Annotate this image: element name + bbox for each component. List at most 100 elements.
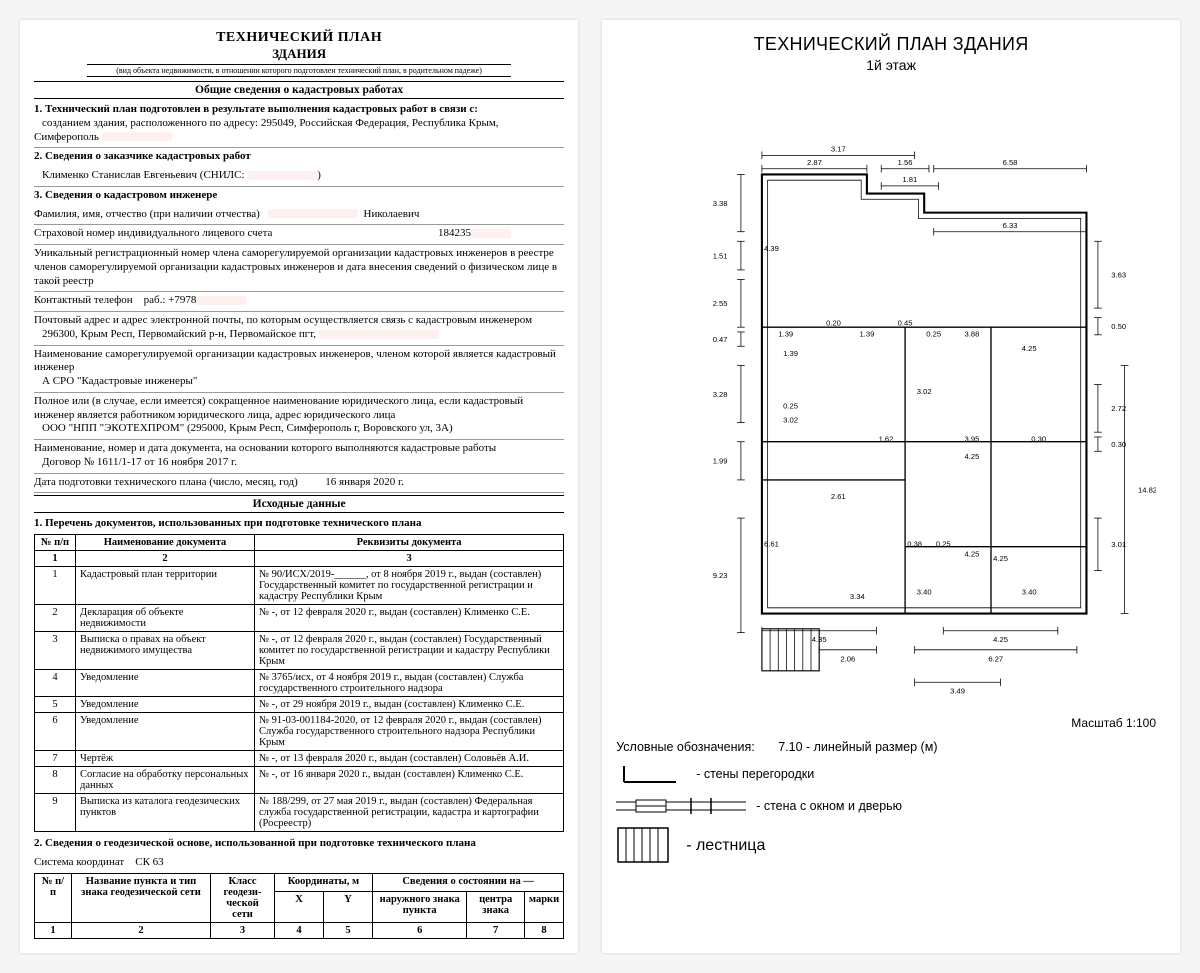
svg-text:3.38: 3.38: [713, 199, 728, 208]
col-num: № п/п: [35, 535, 76, 551]
svg-text:0.45: 0.45: [898, 318, 913, 327]
table-row: 4Уведомление№ 3765/исх, от 4 ноября 2019…: [35, 670, 564, 697]
table-row: 8Согласие на обработку персональных данн…: [35, 767, 564, 794]
phone-label: Контактный телефон: [34, 294, 133, 306]
row-purpose: 1. Технический план подготовлен в резуль…: [34, 101, 564, 148]
svg-text:4.25: 4.25: [993, 635, 1008, 644]
svg-text:6.27: 6.27: [989, 654, 1004, 663]
sro-name-value: А СРО "Кадастровые инженеры": [34, 375, 197, 387]
cell-doc-name: Кадастровый план территории: [76, 567, 255, 605]
engineer-name-value: Николаевич: [364, 208, 420, 220]
svg-text:3.02: 3.02: [783, 416, 798, 425]
svg-text:3.49: 3.49: [950, 687, 965, 696]
svg-text:6.61: 6.61: [764, 540, 779, 549]
row-sro-reg: Уникальный регистрационный номер члена с…: [34, 245, 564, 292]
row-sro-name: Наименование саморегулируемой организаци…: [34, 346, 564, 393]
table-row: 2Декларация об объекте недвижимости№ -, …: [35, 605, 564, 632]
scale-label: Масштаб 1:100: [616, 716, 1156, 730]
redacted-icon: [319, 330, 439, 339]
cell-doc-req: № 91-03-001184-2020, от 12 февраля 2020 …: [255, 713, 564, 751]
cell-doc-req: № -, от 16 января 2020 г., выдан (состав…: [255, 767, 564, 794]
basis-doc-label: Наименование, номер и дата документа, на…: [34, 442, 496, 454]
row-customer-label: 2. Сведения о заказчике кадастровых рабо…: [34, 148, 564, 167]
svg-text:0.38: 0.38: [907, 540, 922, 549]
cell-doc-req: № -, от 13 февраля 2020 г., выдан (соста…: [255, 751, 564, 767]
gcol-center: центра знака: [467, 891, 525, 922]
legend-intro: Условные обозначения:: [616, 740, 755, 754]
svg-text:4.39: 4.39: [764, 244, 779, 253]
col-doc-req: Реквизиты документа: [255, 535, 564, 551]
sub-2: 2: [76, 551, 255, 567]
row-snils: Страховой номер индивидуального лицевого…: [34, 225, 564, 245]
doc-subtitle: ЗДАНИЯ: [34, 46, 564, 62]
redacted-icon: [196, 296, 246, 305]
customer-value-tail: ): [317, 169, 321, 181]
cell-num: 1: [35, 567, 76, 605]
cell-doc-name: Чертёж: [76, 751, 255, 767]
svg-text:0.30: 0.30: [1111, 440, 1126, 449]
legend-wall-text: - стены перегородки: [696, 767, 814, 781]
row-engineer-label: 3. Сведения о кадастровом инженере: [34, 187, 564, 206]
cell-doc-name: Выписка о правах на объект недвижимого и…: [76, 632, 255, 670]
object-type-note: (вид объекта недвижимости, в отношении к…: [87, 64, 511, 77]
section-source-data: Исходные данные: [34, 495, 564, 513]
svg-text:14.82: 14.82: [1138, 485, 1156, 494]
cell-doc-req: № 90/ИСХ/2019-______, от 8 ноября 2019 г…: [255, 567, 564, 605]
cell-doc-req: № -, от 12 февраля 2020 г., выдан (соста…: [255, 605, 564, 632]
svg-text:4.25: 4.25: [965, 452, 980, 461]
engineer-name-label: Фамилия, имя, отчество (при наличии отче…: [34, 208, 260, 220]
cell-doc-name: Уведомление: [76, 713, 255, 751]
address-value: 296300, Крым Респ, Первомайский р-н, Пер…: [34, 328, 319, 340]
cell-doc-req: № 188/299, от 27 мая 2019 г., выдан (сос…: [255, 794, 564, 832]
basis-doc-value: Договор № 1611/1-17 от 16 ноября 2017 г.: [34, 456, 237, 468]
cell-doc-name: Уведомление: [76, 670, 255, 697]
row-engineer-name: Фамилия, имя, отчество (при наличии отче…: [34, 206, 564, 226]
gcol-y: Y: [324, 891, 373, 922]
prep-date-value: 16 января 2020 г.: [325, 476, 404, 488]
gcol-outer: наружного знака пункта: [373, 891, 467, 922]
purpose-label: 1. Технический план подготовлен в резуль…: [34, 103, 478, 115]
gcol-x: X: [275, 891, 324, 922]
row-phone: Контактный телефон раб.: +7978: [34, 292, 564, 312]
cell-num: 2: [35, 605, 76, 632]
engineer-section-label: 3. Сведения о кадастровом инженере: [34, 189, 217, 201]
svg-text:0.25: 0.25: [926, 330, 941, 339]
svg-text:1.81: 1.81: [903, 175, 918, 184]
cell-num: 8: [35, 767, 76, 794]
svg-text:0.30: 0.30: [1031, 435, 1046, 444]
table-row: 7Чертёж№ -, от 13 февраля 2020 г., выдан…: [35, 751, 564, 767]
floor-plan-svg: 3.172.871.566.581.816.333.381.512.550.47…: [616, 79, 1156, 709]
cell-num: 4: [35, 670, 76, 697]
cell-doc-req: № -, от 12 февраля 2020 г., выдан (соста…: [255, 632, 564, 670]
svg-text:6.58: 6.58: [1003, 158, 1018, 167]
geod-sys-value: СК 63: [135, 856, 163, 868]
row-customer-value: Клименко Станислав Евгеньевич (СНИЛС: ): [34, 167, 564, 187]
svg-text:2.87: 2.87: [807, 158, 822, 167]
row-address: Почтовый адрес и адрес электронной почты…: [34, 312, 564, 346]
svg-text:4.25: 4.25: [993, 554, 1008, 563]
gcol-mark: марки: [524, 891, 563, 922]
snils-value: 184235: [438, 227, 471, 239]
cell-num: 6: [35, 713, 76, 751]
svg-text:9.23: 9.23: [713, 571, 728, 580]
documents-table: № п/п Наименование документа Реквизиты д…: [34, 534, 564, 832]
col-doc-name: Наименование документа: [76, 535, 255, 551]
gcol-num: № п/п: [35, 873, 72, 922]
svg-text:3.01: 3.01: [1111, 540, 1126, 549]
sro-name-label: Наименование саморегулируемой организаци…: [34, 348, 556, 374]
svg-text:0.25: 0.25: [936, 540, 951, 549]
svg-text:1.56: 1.56: [898, 158, 913, 167]
window-door-icon: [616, 794, 746, 818]
geod-sys-label: Система координат: [34, 856, 124, 868]
cell-num: 9: [35, 794, 76, 832]
legend-dim: 7.10 - линейный размер (м): [778, 740, 937, 754]
svg-text:1.62: 1.62: [879, 435, 894, 444]
svg-text:2.55: 2.55: [713, 299, 728, 308]
gcol-class: Класс геодези­ческой сети: [211, 873, 275, 922]
svg-text:1.39: 1.39: [860, 330, 875, 339]
gcol-coord: Координаты, м: [275, 873, 373, 891]
cell-num: 3: [35, 632, 76, 670]
table-subheader-row: 1 2 3: [35, 551, 564, 567]
phone-value: раб.: +7978: [144, 294, 197, 306]
redacted-icon: [102, 132, 172, 141]
